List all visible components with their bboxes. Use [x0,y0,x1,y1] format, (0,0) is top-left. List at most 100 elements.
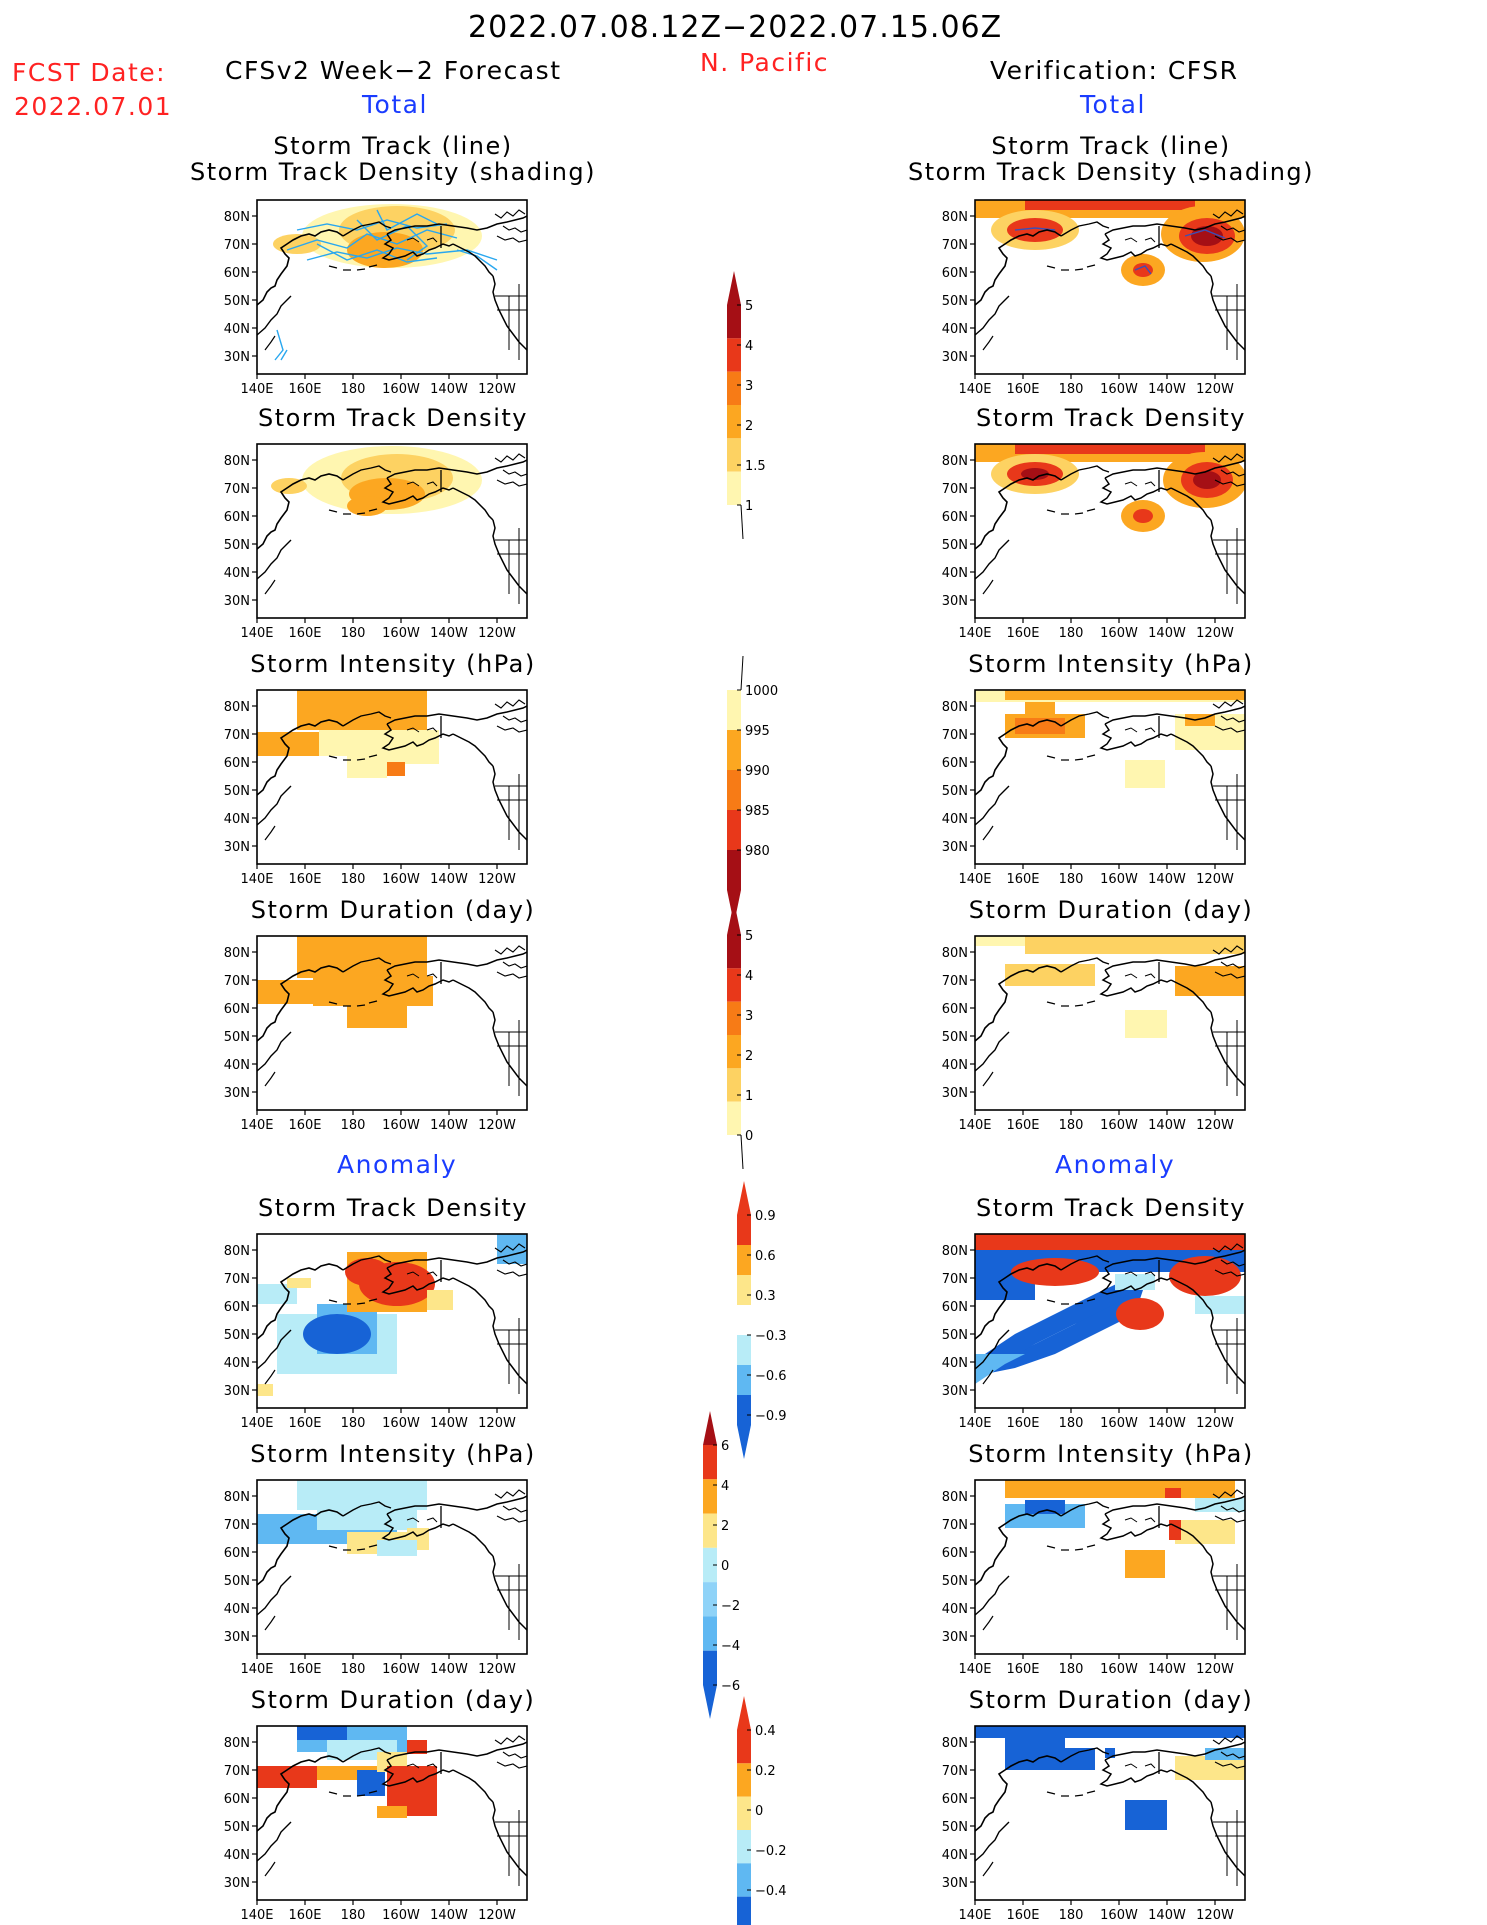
colorbar-extend-top-line [740,655,744,691]
colorbar-segment [727,471,741,505]
lon-label: 140W [1148,1118,1186,1133]
lon-label: 160E [1006,1908,1039,1923]
forecast-total-label: Total [362,90,428,119]
colorbar-extend-top [737,1696,751,1730]
lat-label: 70N [942,1518,968,1533]
storm-track-line [1014,227,1056,231]
colorbar-segment [737,1763,751,1797]
colorbar-segment [727,935,741,969]
map-frame [256,1233,528,1409]
lon-label: 140E [240,382,273,397]
lon-label: 120W [1196,1118,1234,1133]
colorbar-label: 0.4 [755,1724,776,1739]
shading-area [1116,1298,1164,1330]
lat-label: 40N [224,1058,250,1073]
lon-label: 140W [430,626,468,641]
colorbar-segment [727,305,741,339]
lat-label: 70N [224,728,250,743]
colorbar-segment [737,1245,751,1275]
shading-area [357,1770,385,1796]
colorbar-label: 0 [755,1804,763,1819]
shading-area [1175,1520,1235,1544]
shading-area [297,690,427,730]
map-frame [974,935,1246,1111]
lon-label: 180 [341,626,366,641]
shading-area [257,980,313,1004]
lon-label: 140E [958,1118,991,1133]
lon-label: 120W [1196,626,1234,641]
lat-label: 40N [942,812,968,827]
lon-label: 160W [382,872,420,887]
panel-title-anom-duration-right: Storm Duration (day) [968,1686,1254,1714]
lat-label: 80N [942,454,968,469]
colorbar-anom-duration: 0.4 0.2 0 −0.2 −0.4 [737,1696,787,1925]
colorbar-label: 2 [721,1519,729,1534]
colorbar-segment [727,810,741,850]
lon-label: 140E [958,1908,991,1923]
map-frame [974,1479,1246,1655]
lat-label: 30N [224,840,250,855]
lat-label: 80N [942,1490,968,1505]
shading-area [319,730,369,756]
shading-area [347,1006,407,1028]
lon-label: 160E [288,1416,321,1431]
verification-column-title: Verification: CFSR [990,56,1239,85]
colorbar-segment [737,1863,751,1897]
shading-area [1205,1748,1245,1760]
shading-area [257,1384,273,1396]
lat-label: 40N [942,322,968,337]
storm-track-line [306,247,498,261]
colorbar-segment [703,1582,717,1617]
lat-label: 70N [224,238,250,253]
lon-label: 120W [1196,1908,1234,1923]
lat-label: 50N [224,294,250,309]
panel-title-anom-density-right: Storm Track Density [976,1194,1246,1222]
region-label: N. Pacific [700,48,830,77]
lat-label: 40N [942,1602,968,1617]
shading-area [1175,966,1245,996]
map-frame [974,1725,1246,1901]
lon-label: 160W [382,1908,420,1923]
colorbar-segment [703,1479,717,1514]
lon-label: 160E [1006,872,1039,887]
colorbar-segment [703,1650,717,1685]
colorbar-segment [727,968,741,1002]
panel-title-anom-intensity-right: Storm Intensity (hPa) [968,1440,1254,1468]
colorbar-label: 985 [745,804,770,819]
lat-label: 30N [224,350,250,365]
colorbar-extend-top [727,901,741,935]
colorbar-segment [737,1796,751,1830]
shading-area [1005,1480,1235,1498]
shading-area [1125,1550,1165,1578]
lon-label: 160E [288,1662,321,1677]
lat-label: 50N [942,1328,968,1343]
lon-label: 160E [1006,626,1039,641]
lon-label: 140E [240,1416,273,1431]
colorbar-segment [703,1547,717,1583]
map-frame [974,1233,1246,1409]
shading-area [1025,702,1055,714]
lat-label: 50N [224,1820,250,1835]
lat-label: 70N [942,482,968,497]
lat-label: 70N [942,728,968,743]
shading-area [427,1290,453,1310]
lon-label: 120W [1196,1416,1234,1431]
colorbar-label: −2 [721,1599,740,1614]
storm-track-line [316,243,438,263]
shading-area [1025,200,1195,210]
panel-title-duration-left: Storm Duration (day) [250,896,536,924]
colorbar-segment [703,1513,717,1548]
colorbar-segment [737,1730,751,1764]
lon-label: 140W [1148,872,1186,887]
colorbar-density: 5 4 3 2 1.5 1 [727,271,766,540]
lon-label: 140E [240,626,273,641]
colorbar-label: 0 [745,1129,753,1144]
lon-label: 160W [1100,1118,1138,1133]
lon-label: 180 [1059,1118,1084,1133]
lat-label: 40N [224,1602,250,1617]
lon-label: 160E [288,872,321,887]
lat-label: 70N [224,1764,250,1779]
lon-label: 160E [288,626,321,641]
lat-label: 70N [224,482,250,497]
lat-label: 50N [942,1820,968,1835]
